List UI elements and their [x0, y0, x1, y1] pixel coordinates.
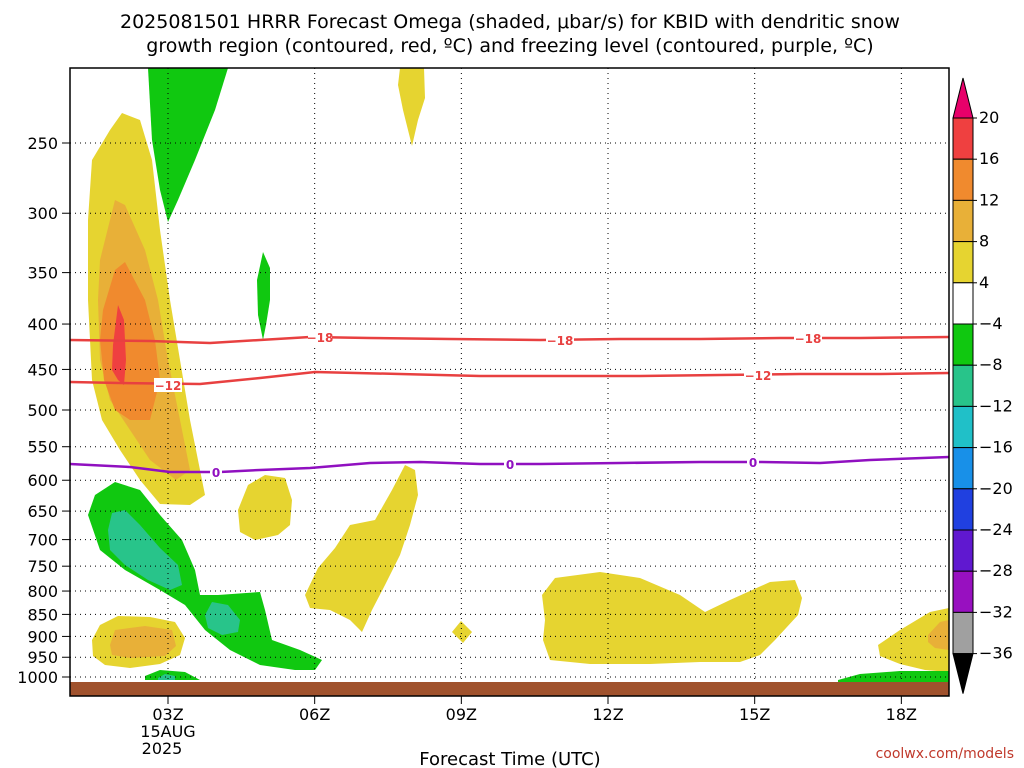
colorbar-swatch	[952, 488, 974, 531]
omega-region-lightorange-right	[928, 620, 949, 650]
x-axis-label: Forecast Time (UTC)	[419, 749, 600, 768]
colorbar-swatch	[952, 241, 974, 284]
contour-label-zero-3: 0	[749, 456, 757, 470]
colorbar-label: −20	[979, 479, 1013, 498]
contour-label-zero-1: 0	[212, 466, 220, 480]
colorbar-swatch	[952, 364, 974, 407]
contour-minus18	[69, 335, 950, 345]
omega-region-yellow-mid	[238, 475, 292, 540]
contour-label-minus18-1: −18	[307, 331, 334, 345]
omega-region-lightorange-lowleft	[110, 626, 176, 658]
y-tick-label: 800	[27, 582, 58, 601]
colorbar-label: −12	[979, 396, 1013, 415]
omega-region-green-right	[838, 671, 949, 682]
x-date-label-2: 2025	[142, 739, 183, 758]
chart-title-line2: growth region (contoured, red, ºC) and f…	[146, 35, 873, 57]
colorbar-label: −8	[979, 355, 1003, 374]
omega-region-green-lower	[88, 482, 322, 670]
omega-region-green-small	[257, 252, 270, 340]
contour-labels: −18 −18 −18 −12 −12 0 0 0	[154, 330, 822, 480]
x-tick-label: 09Z	[446, 705, 477, 724]
colorbar-label: 8	[979, 232, 989, 251]
contour-freezing	[69, 455, 950, 474]
x-axis: 03Z 06Z 09Z 12Z 15Z 18Z	[152, 696, 917, 724]
y-tick-label: 950	[27, 648, 58, 667]
colorbar-swatch	[952, 323, 974, 366]
x-tick-label: 06Z	[299, 705, 330, 724]
contour-label-minus18-2: −18	[547, 334, 574, 348]
y-tick-label: 350	[27, 264, 58, 283]
colorbar-label: −28	[979, 561, 1013, 580]
y-tick-label: 300	[27, 204, 58, 223]
contour-label-minus12-2: −12	[745, 369, 772, 383]
x-date-label-1: 15AUG	[140, 722, 195, 741]
omega-region-yellow-dot	[452, 621, 472, 643]
x-tick-label: 12Z	[592, 705, 623, 724]
colorbar-swatch	[952, 158, 974, 201]
omega-region-teal-upper	[108, 510, 182, 590]
colorbar-swatch	[952, 117, 974, 160]
watermark: coolwx.com/models	[876, 746, 1014, 762]
colorbar-label: 4	[979, 273, 989, 292]
contour-minus12	[69, 370, 950, 386]
colorbar-label: 12	[979, 190, 999, 209]
colorbar-swatch	[952, 570, 974, 613]
omega-region-red	[112, 305, 126, 385]
colorbar-label: −24	[979, 520, 1013, 539]
colorbar-top-arrow	[952, 77, 974, 119]
colorbar: 20 16 12 8 4 −4 −8 −12 −16 −20 −24 −28 −32 −36	[952, 77, 1013, 694]
y-tick-label: 500	[27, 401, 58, 420]
y-tick-label: 750	[27, 557, 58, 576]
y-tick-label: 400	[27, 315, 58, 334]
x-tick-label: 15Z	[739, 705, 770, 724]
colorbar-swatch	[952, 405, 974, 449]
colorbar-label: −16	[979, 438, 1013, 457]
y-tick-label: 650	[27, 502, 58, 521]
y-tick-label: 250	[27, 134, 58, 153]
y-tick-label: 900	[27, 627, 58, 646]
colorbar-label: −32	[979, 602, 1013, 621]
y-axis: 250 300 350 400 450 500 550 600 650 700 750 800 850 9…	[17, 134, 70, 687]
omega-shading	[88, 68, 949, 682]
colorbar-swatch	[952, 282, 974, 325]
y-tick-label: 600	[27, 471, 58, 490]
contour-label-minus18-3: −18	[795, 332, 822, 346]
x-tick-label: 18Z	[886, 705, 917, 724]
colorbar-bottom-arrow	[952, 653, 974, 694]
omega-region-green-sfc	[145, 670, 200, 680]
omega-region-teal-sfc	[158, 674, 175, 680]
colorbar-swatch	[952, 611, 974, 655]
y-tick-label: 850	[27, 605, 58, 624]
contours	[69, 335, 950, 474]
colorbar-swatch	[952, 199, 974, 243]
omega-region-yellow-streak	[305, 465, 418, 632]
colorbar-label: −36	[979, 644, 1013, 663]
omega-region-yellow-top	[398, 68, 425, 146]
y-tick-label: 550	[27, 438, 58, 457]
contour-label-minus12-1: −12	[155, 379, 182, 393]
y-tick-label: 700	[27, 531, 58, 550]
omega-region-yellow-right	[878, 608, 949, 672]
colorbar-swatch	[952, 529, 974, 572]
omega-region-teal-lower	[205, 602, 240, 635]
plot-border	[69, 67, 950, 697]
colorbar-label: −4	[979, 314, 1003, 333]
terrain-bar	[70, 682, 949, 696]
colorbar-label: 20	[979, 108, 999, 127]
omega-region-yellow-band	[542, 572, 802, 664]
chart-title-line1: 2025081501 HRRR Forecast Omega (shaded, …	[120, 11, 900, 33]
x-tick-label: 03Z	[152, 705, 183, 724]
y-tick-label: 450	[27, 360, 58, 379]
colorbar-label: 16	[979, 149, 999, 168]
colorbar-swatch	[952, 447, 974, 490]
y-tick-label: 1000	[17, 668, 58, 687]
contour-label-zero-2: 0	[506, 458, 514, 472]
